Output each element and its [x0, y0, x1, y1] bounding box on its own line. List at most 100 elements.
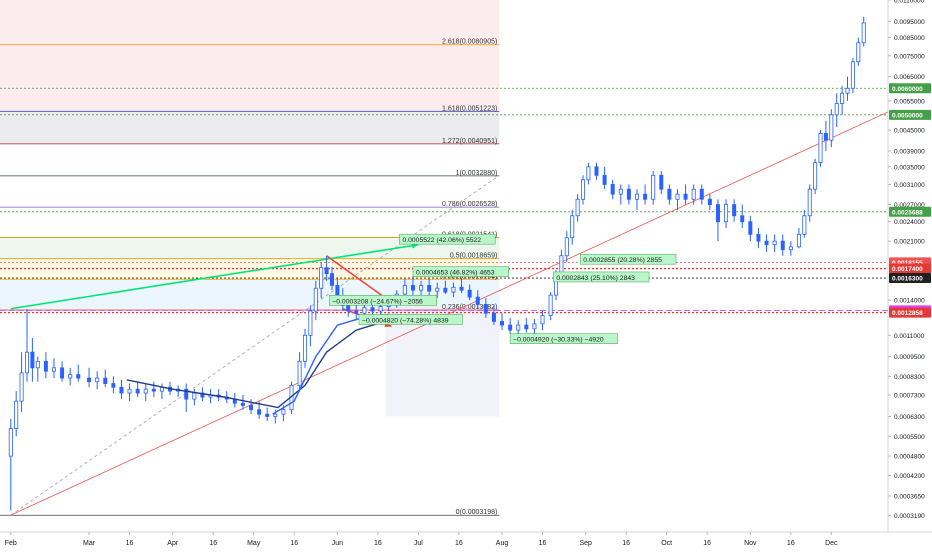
x-axis: Feb Mar 16 Apr 16 May 16 Jun 16 Jul 16 Aug 16 Sep 16 Oc…	[5, 532, 838, 547]
candle-body	[780, 240, 785, 251]
candle-body	[586, 166, 591, 181]
fib-label: 1.272(0.0040951)	[442, 138, 497, 145]
candle-body	[564, 237, 569, 257]
x-tick-label: Aug	[496, 540, 509, 547]
x-tick-label: 16	[209, 540, 217, 547]
x-tick-label: Apr	[167, 540, 179, 547]
candle-body	[43, 360, 48, 372]
candle-body	[240, 402, 245, 406]
candle-body	[362, 307, 367, 314]
long-trendline	[10, 111, 889, 516]
price-tag-label: 0.0050000	[892, 112, 923, 119]
candle-body	[370, 307, 375, 312]
candle-body	[308, 310, 313, 336]
candle-body	[861, 22, 866, 44]
candle-body	[249, 404, 254, 411]
y-tick-label: 0.0011000	[894, 333, 925, 340]
red-arrow	[326, 255, 392, 303]
candle-body	[570, 215, 575, 239]
candle-body	[410, 284, 415, 291]
zone-golden	[0, 237, 500, 259]
candle-body	[818, 133, 823, 164]
y-tick-label: 0.0039000	[894, 149, 925, 156]
candle-body	[435, 287, 440, 292]
candle-body	[103, 377, 108, 384]
x-tick-label: 16	[703, 540, 711, 547]
candle-body	[707, 198, 712, 205]
candle-body	[508, 324, 513, 331]
price-tag-box	[889, 109, 931, 120]
y-tick-label: 0.0021000	[894, 239, 925, 246]
x-tick-label: Dec	[825, 540, 838, 547]
x-tick-label: Jul	[414, 540, 423, 547]
measure-box	[509, 333, 618, 344]
candle-body	[715, 204, 720, 223]
ma-blue	[126, 319, 389, 409]
candle-body	[467, 289, 472, 298]
y-tick-label: 0.0024000	[894, 219, 925, 226]
price-tag-box	[889, 206, 931, 217]
y-tick-label: 0.0045000	[894, 128, 925, 135]
candle-body	[302, 334, 307, 362]
candle-body	[192, 392, 197, 400]
candle-body	[840, 92, 845, 105]
candle-body	[329, 273, 334, 286]
y-tick-label: 0.0027000	[894, 202, 925, 209]
candle-body	[675, 193, 680, 200]
measure-box	[580, 253, 677, 265]
candle-body	[667, 188, 672, 200]
fib-label: 1.618(0.0051223)	[442, 105, 497, 112]
candle-body	[610, 184, 615, 195]
candle-body	[451, 286, 456, 293]
price-tag-label: 0.0016300	[892, 276, 923, 283]
candle-body	[724, 204, 729, 223]
candle-body	[35, 360, 40, 369]
fib-label: 1(0.0032880)	[456, 170, 498, 177]
zone-extension-grey	[0, 111, 500, 144]
candle-body	[111, 383, 116, 388]
fib-label: 2.618(0.0080905)	[442, 39, 497, 46]
candle-body	[184, 388, 189, 400]
candle-body	[643, 193, 648, 200]
y-tick-label: 0.0035000	[894, 164, 925, 171]
candle-body	[732, 204, 737, 217]
y-tick-label: 0.0014000	[894, 298, 925, 305]
candle-body	[143, 388, 148, 394]
candle-body	[459, 286, 464, 291]
price-tag-label: 0.0025688	[892, 209, 923, 216]
measure-box	[553, 271, 650, 283]
price-tag-label: 0.0018155	[892, 260, 923, 267]
price-tag-box	[889, 273, 931, 284]
candle-body	[594, 166, 599, 176]
candle-body	[127, 388, 132, 394]
candle-body	[813, 162, 818, 190]
measure-label: 0.0002843 (25.10%) 2843	[556, 275, 635, 282]
x-tick-label: 16	[622, 540, 630, 547]
candle-body	[354, 310, 359, 314]
candle-body	[378, 306, 383, 312]
zone-projection	[385, 306, 500, 417]
y-tick-label: 0.0004800	[894, 454, 925, 461]
candle-body	[76, 374, 81, 379]
candle-body	[548, 294, 553, 316]
candle-body	[95, 377, 100, 383]
measure-box	[329, 295, 437, 306]
candle-body	[30, 351, 35, 369]
x-tick-label: Jun	[332, 540, 343, 547]
candle-body	[319, 267, 324, 289]
candle-body	[796, 233, 801, 248]
measure-box	[399, 233, 496, 245]
candle-body	[68, 374, 73, 379]
x-tick-label: 16	[374, 540, 382, 547]
candle-body	[772, 240, 777, 246]
candle-body	[602, 174, 607, 185]
fib-label: 0(0.0003198)	[456, 509, 498, 516]
candle-body	[51, 367, 56, 372]
candle-body	[748, 221, 753, 235]
x-tick-label: Nov	[744, 540, 757, 547]
measure-label: 0.0005522 (42.06%) 5522	[402, 237, 481, 244]
price-tag-box	[889, 83, 931, 94]
price-tag-label: 0.0012858	[892, 310, 923, 317]
y-tick-label: 0.0004200	[894, 473, 925, 480]
